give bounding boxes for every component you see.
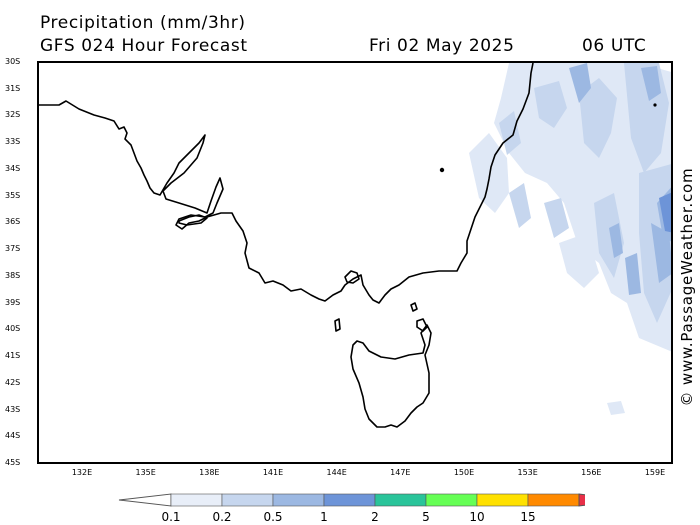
forecast-time: 06 UTC [582, 36, 647, 56]
precipitation-colorbar [118, 493, 585, 507]
colorbar-max-arrow [578, 493, 585, 507]
colorbar-label: 0.5 [263, 510, 283, 524]
lon-label: 141E [262, 468, 284, 477]
lon-label: 159E [644, 468, 666, 477]
lon-label: 150E [453, 468, 475, 477]
lon-label: 156E [581, 468, 602, 477]
lat-label: 39S [5, 297, 21, 307]
island-marker [439, 167, 445, 173]
colorbar-segment [323, 493, 376, 507]
lat-label: 32S [5, 110, 21, 120]
colorbar-label: 10 [469, 510, 485, 524]
map-frame [37, 61, 673, 464]
colorbar-label: 0.1 [161, 510, 181, 524]
colorbar-segment [527, 493, 580, 507]
site-credit: © www.PassageWeather.com [678, 167, 696, 407]
forecast-date: Fri 02 May 2025 [369, 36, 515, 56]
lat-label: 41S [5, 351, 21, 361]
lat-label: 35S [5, 190, 21, 200]
lat-label: 38S [5, 270, 21, 280]
colorbar-segment [170, 493, 223, 507]
coastline [39, 63, 534, 428]
colorbar-segment [425, 493, 478, 507]
lat-label: 30S [5, 57, 21, 66]
lat-label: 31S [5, 83, 21, 93]
colorbar-label: 5 [422, 510, 430, 524]
colorbar-label: 15 [520, 510, 536, 524]
colorbar-segment [221, 493, 274, 507]
precip-layer-0.2 [499, 63, 671, 323]
colorbar-segment [374, 493, 427, 507]
precipitation-map [39, 63, 671, 428]
lat-label: 43S [5, 404, 21, 414]
colorbar-segment [272, 493, 325, 507]
lon-label: 153E [517, 468, 538, 477]
forecast-label: GFS 024 Hour Forecast [40, 36, 248, 56]
lon-label: 144E [326, 468, 347, 477]
lat-label: 34S [5, 163, 21, 173]
lat-label: 42S [5, 377, 21, 387]
lat-label: 45S [5, 458, 21, 467]
lat-label: 44S [5, 431, 21, 441]
island-marker-east [653, 103, 657, 107]
map-title: Precipitation (mm/3hr) [40, 13, 246, 33]
colorbar-label: 2 [371, 510, 379, 524]
lon-label: 135E [135, 468, 156, 477]
lon-label: 147E [390, 468, 411, 477]
precip-layer-1 [659, 192, 671, 233]
lon-label: 138E [199, 468, 220, 477]
lat-label: 40S [5, 324, 21, 334]
precip-layer-light [469, 63, 671, 415]
lat-label: 33S [5, 137, 21, 147]
lat-label: 37S [5, 244, 21, 254]
colorbar-label: 1 [320, 510, 328, 524]
colorbar-label: 0.2 [212, 510, 232, 524]
lat-label: 36S [5, 217, 21, 227]
colorbar-segment [476, 493, 529, 507]
lon-label: 132E [71, 468, 93, 477]
colorbar-min-arrow [118, 493, 172, 507]
